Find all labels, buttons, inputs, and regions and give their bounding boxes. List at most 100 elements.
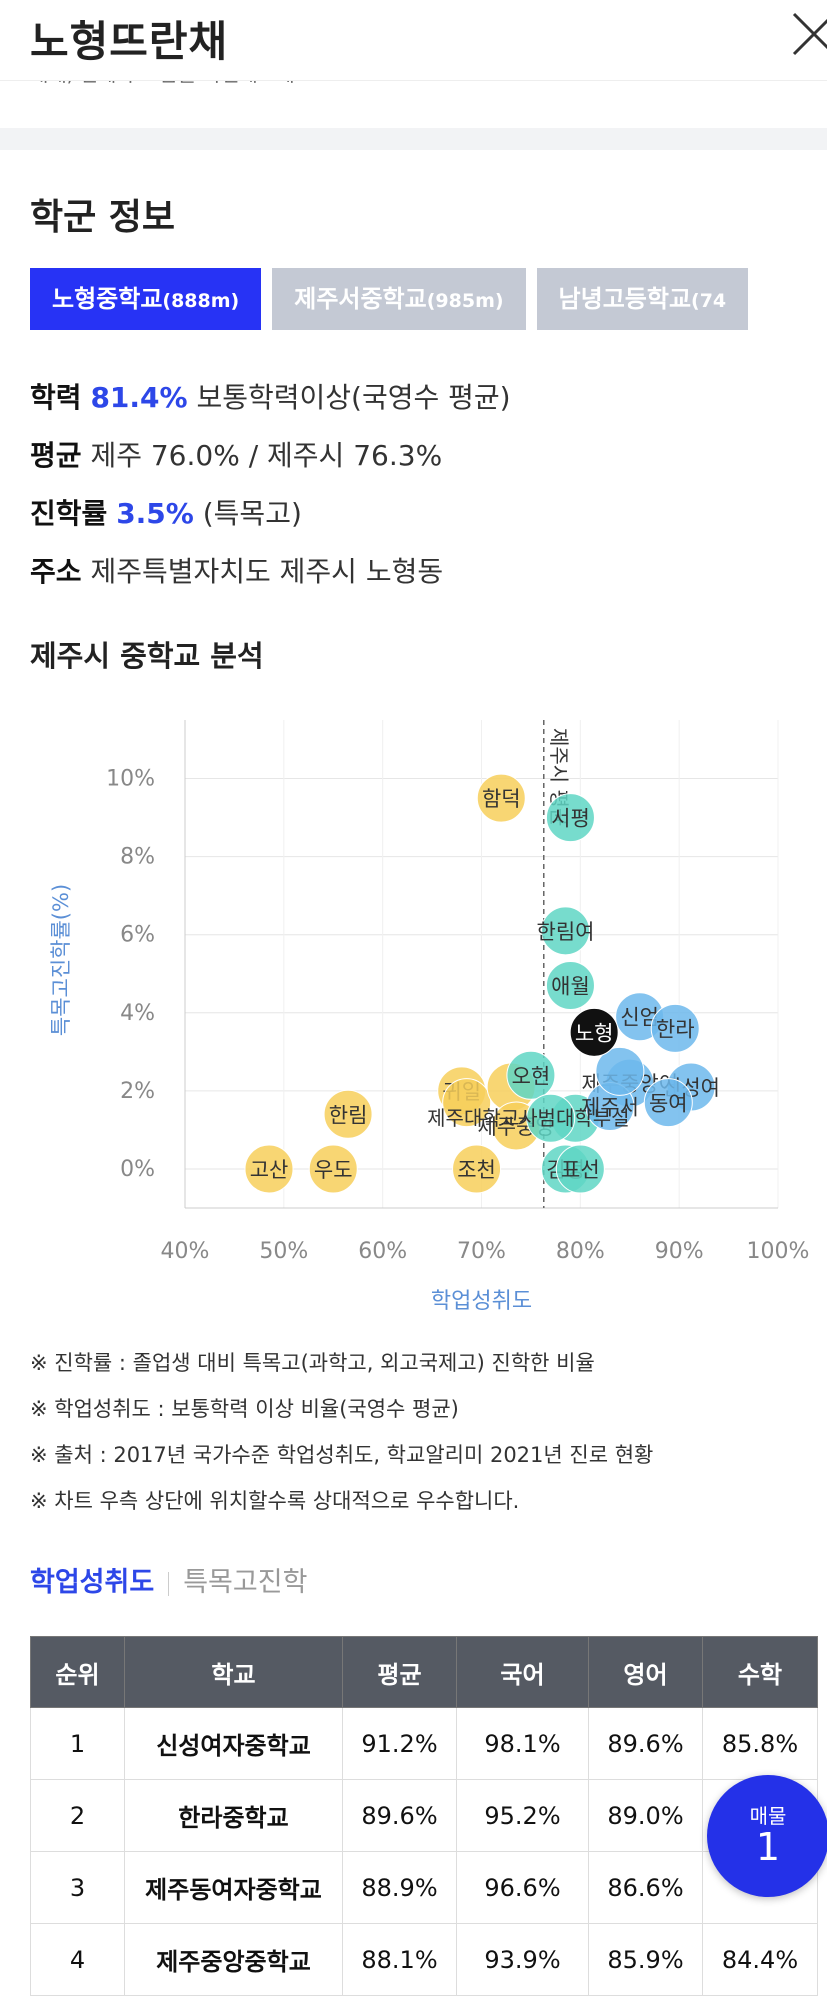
data-label: 한림 bbox=[329, 1103, 368, 1127]
tab-special-high-advance[interactable]: 특목고진학 bbox=[183, 1567, 308, 1598]
data-point bbox=[308, 1144, 358, 1194]
y-tick-label: 8% bbox=[120, 845, 155, 870]
header-rank: 순위 bbox=[30, 1636, 125, 1708]
scatter-chart: 0% 2% 4% 6% 8% 10% 40% 50% 60% 70% 80% 90% 100% 학업성취도… bbox=[49, 720, 810, 1314]
x-axis-label: 학업성취도 bbox=[431, 1289, 532, 1314]
x-tick-label: 50% bbox=[259, 1239, 308, 1264]
section-divider bbox=[0, 128, 827, 150]
x-tick-label: 70% bbox=[457, 1239, 506, 1264]
data-point bbox=[452, 1144, 502, 1194]
data-point bbox=[595, 1046, 645, 1096]
chart-title: 제주시 중학교 분석 bbox=[30, 639, 264, 673]
cell-school: 제주중앙중학교 bbox=[124, 1923, 343, 1996]
cell-rank: 2 bbox=[30, 1779, 125, 1852]
data-point bbox=[643, 1078, 693, 1128]
cell-korean: 96.6% bbox=[456, 1851, 589, 1924]
cell-rank: 3 bbox=[30, 1851, 125, 1924]
x-tick-label: 100% bbox=[747, 1239, 810, 1264]
cell-average: 88.9% bbox=[342, 1851, 457, 1924]
close-icon[interactable] bbox=[790, 10, 827, 60]
data-point bbox=[442, 1078, 492, 1128]
data-label: 한라 bbox=[656, 1017, 695, 1041]
table-row: 1 신성여자중학교 91.2% 98.1% 89.6% 85.8% bbox=[30, 1707, 818, 1780]
data-label: 노형 bbox=[575, 1021, 614, 1045]
chart-notes: ※ 진학률 : 졸업생 대비 특목고(과학고, 외고국제고) 진학한 비율 ※ … bbox=[30, 1340, 653, 1524]
data-label: 서평 bbox=[551, 807, 590, 831]
cell-korean: 98.1% bbox=[456, 1707, 589, 1780]
data-point bbox=[476, 773, 526, 823]
y-tick-label: 2% bbox=[120, 1079, 155, 1104]
ranking-tabs: 학업성취도 특목고진학 bbox=[30, 1560, 307, 1599]
data-label: 조천 bbox=[457, 1158, 496, 1182]
cell-rank: 1 bbox=[30, 1707, 125, 1780]
data-point bbox=[244, 1144, 294, 1194]
data-label: 애월 bbox=[551, 974, 590, 998]
x-tick-label: 80% bbox=[556, 1239, 605, 1264]
header-school: 학교 bbox=[124, 1636, 343, 1708]
cell-english: 89.6% bbox=[588, 1707, 703, 1780]
data-label: 함덕 bbox=[482, 787, 521, 811]
data-point bbox=[526, 1093, 576, 1143]
data-point bbox=[545, 960, 595, 1010]
data-label: 한림여 bbox=[537, 920, 595, 944]
cell-average: 89.6% bbox=[342, 1779, 457, 1852]
tab-separator bbox=[168, 1571, 170, 1596]
data-point bbox=[569, 1007, 619, 1057]
y-tick-label: 4% bbox=[120, 1001, 155, 1026]
y-axis-label: 특목고진학률(%) bbox=[49, 884, 73, 1036]
overlap-label: 제주대학교사범대학부설 bbox=[427, 1106, 629, 1130]
data-point bbox=[506, 1050, 556, 1100]
tab-school-3[interactable]: 남녕고등학교(74 bbox=[536, 268, 749, 330]
header-korean: 국어 bbox=[456, 1636, 589, 1708]
average-info: 평균 제주 76.0% / 제주시 76.3% bbox=[30, 439, 443, 472]
cell-rank: 4 bbox=[30, 1923, 125, 1996]
ranking-table: 순위 학교 평균 국어 영어 수학 1 신성여자중학교 91.2% 98.1% … bbox=[30, 1636, 818, 1996]
table-row: 4 제주중앙중학교 88.1% 93.9% 85.9% 84.4% bbox=[30, 1923, 818, 1996]
tab-school-2[interactable]: 제주서중학교(985m) bbox=[272, 268, 526, 330]
data-label: 동여 bbox=[649, 1092, 688, 1116]
cell-school: 신성여자중학교 bbox=[124, 1707, 343, 1780]
header-english: 영어 bbox=[588, 1636, 703, 1708]
school-tabs: 노형중학교(888m) 제주서중학교(985m) 남녕고등학교(74 bbox=[30, 268, 827, 334]
x-tick-label: 60% bbox=[358, 1239, 407, 1264]
note: ※ 차트 우측 상단에 위치할수록 상대적으로 우수합니다. bbox=[30, 1489, 520, 1513]
listings-fab-button[interactable]: 매물 1 bbox=[707, 1775, 827, 1897]
data-point bbox=[541, 906, 591, 956]
header-bar: 노형뜨란채 bbox=[0, 0, 827, 81]
cell-math: 85.8% bbox=[702, 1707, 818, 1780]
data-point bbox=[323, 1089, 373, 1139]
y-tick-label: 6% bbox=[120, 923, 155, 948]
table-row: 2 한라중학교 89.6% 95.2% 89.0% bbox=[30, 1779, 818, 1852]
cell-average: 91.2% bbox=[342, 1707, 457, 1780]
cell-school: 한라중학교 bbox=[124, 1779, 343, 1852]
tab-school-1[interactable]: 노형중학교(888m) bbox=[30, 268, 262, 330]
header-math: 수학 bbox=[702, 1636, 818, 1708]
data-point bbox=[545, 793, 595, 843]
cell-school: 제주동여자중학교 bbox=[124, 1851, 343, 1924]
advance-rate-info: 진학률 3.5% (특목고) bbox=[30, 497, 302, 530]
data-label: 고산 bbox=[250, 1158, 289, 1182]
table-header-row: 순위 학교 평균 국어 영어 수학 bbox=[30, 1636, 818, 1708]
note: ※ 출처 : 2017년 국가수준 학업성취도, 학교알리미 2021년 진로 … bbox=[30, 1443, 654, 1467]
cell-english: 85.9% bbox=[588, 1923, 703, 1996]
header-average: 평균 bbox=[342, 1636, 457, 1708]
cell-english: 86.6% bbox=[588, 1851, 703, 1924]
data-label: 우도 bbox=[314, 1158, 353, 1182]
fab-label: 매물 bbox=[749, 1804, 787, 1828]
note: ※ 진학률 : 졸업생 대비 특목고(과학고, 외고국제고) 진학한 비율 bbox=[30, 1351, 595, 1375]
y-tick-label: 0% bbox=[120, 1157, 155, 1182]
cell-english: 89.0% bbox=[588, 1779, 703, 1852]
x-tick-label: 90% bbox=[655, 1239, 704, 1264]
data-label: 표선 bbox=[561, 1158, 600, 1182]
section-title: 학군 정보 bbox=[30, 197, 176, 238]
y-tick-label: 10% bbox=[106, 767, 155, 792]
table-row: 3 제주동여자중학교 88.9% 96.6% 86.6% 8 bbox=[30, 1851, 818, 1924]
fab-count: 1 bbox=[755, 1825, 781, 1869]
tab-academic-achievement[interactable]: 학업성취도 bbox=[30, 1567, 155, 1598]
x-tick-label: 40% bbox=[161, 1239, 210, 1264]
note: ※ 학업성취도 : 보통학력 이상 비율(국영수 평균) bbox=[30, 1397, 459, 1421]
cell-korean: 95.2% bbox=[456, 1779, 589, 1852]
cell-korean: 93.9% bbox=[456, 1923, 589, 1996]
data-label: 오현 bbox=[512, 1064, 551, 1088]
address-info: 주소 제주특별자치도 제주시 노형동 bbox=[30, 555, 444, 588]
